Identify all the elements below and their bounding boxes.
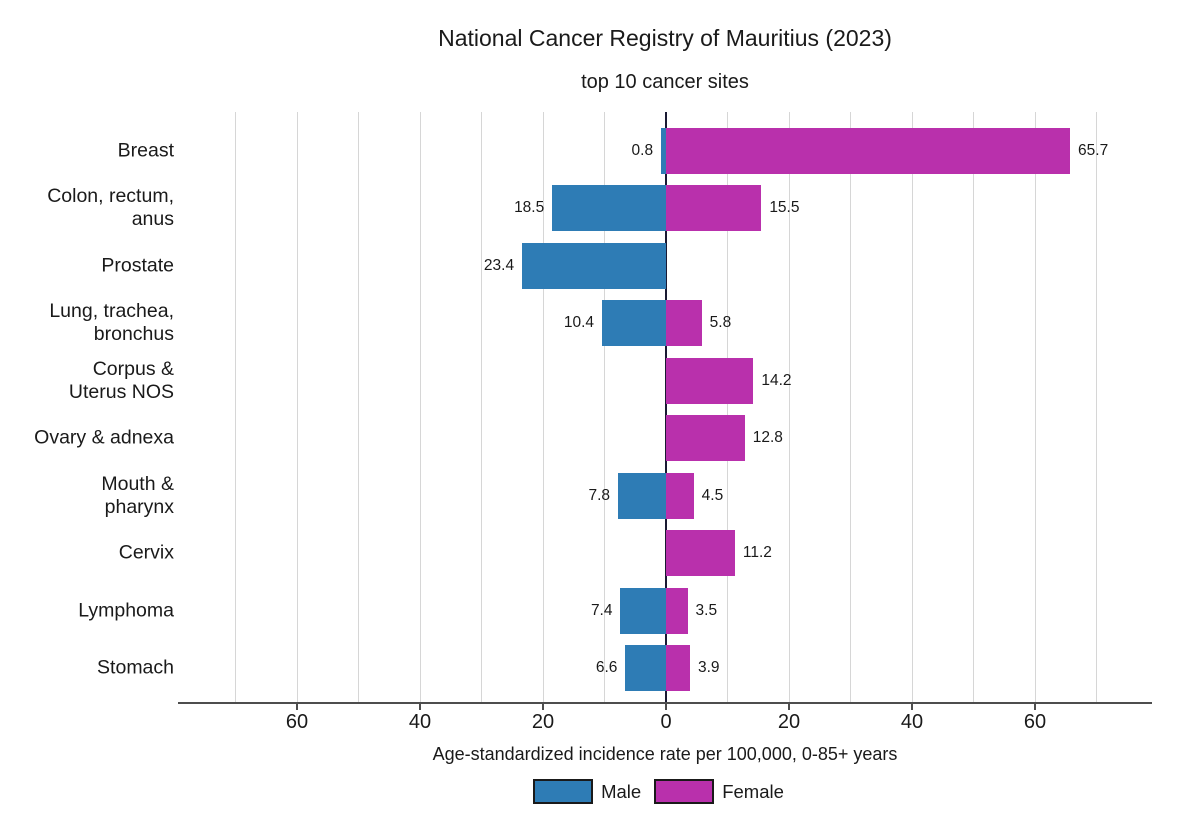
value-label-female: 15.5 xyxy=(769,199,800,217)
gridline xyxy=(727,112,728,703)
tick-mark xyxy=(1034,704,1036,710)
value-label-male: 23.4 xyxy=(483,256,515,274)
gridline xyxy=(296,112,298,703)
legend-label-female: Female xyxy=(722,780,784,802)
tick-label: 20 xyxy=(777,711,801,733)
bar-female xyxy=(666,415,745,462)
bar-male xyxy=(552,185,666,232)
chart-title: National Cancer Registry of Mauritius (2… xyxy=(438,25,892,51)
gridline xyxy=(1096,112,1097,703)
value-label-female: 5.8 xyxy=(709,314,732,332)
gridline xyxy=(419,112,421,703)
tick-mark xyxy=(665,704,667,710)
tick-label: 40 xyxy=(900,711,924,733)
gridline xyxy=(235,112,236,703)
category-label: Ovary & adnexa xyxy=(34,426,174,449)
tick-mark xyxy=(296,704,298,710)
bar-female xyxy=(666,185,762,232)
value-label-female: 3.9 xyxy=(697,659,720,677)
category-label: Corpus & Uterus NOS xyxy=(68,357,174,403)
category-label: Breast xyxy=(117,139,174,162)
value-label-male: 7.4 xyxy=(590,601,613,619)
tick-mark xyxy=(911,704,913,710)
legend: Male Female xyxy=(178,779,1152,804)
chart-subtitle: top 10 cancer sites xyxy=(581,71,749,93)
plot-area: 0.8 65.7 18.5 15.5 23.4 10.4 5.8 14.2 12.8 7.8 4.5… xyxy=(178,112,1152,703)
bar-male xyxy=(625,645,666,692)
tick-mark xyxy=(419,704,421,710)
value-label-female: 14.2 xyxy=(761,371,792,389)
value-label-female: 3.5 xyxy=(695,601,718,619)
category-axis: Breast Colon, rectum, anus Prostate Lung, t… xyxy=(0,112,174,703)
value-label-male: 10.4 xyxy=(563,314,595,332)
gridline xyxy=(911,112,913,703)
tick-label: 0 xyxy=(660,711,672,733)
bar-female xyxy=(666,587,688,634)
bar-male xyxy=(620,587,666,634)
value-label-male: 6.6 xyxy=(595,659,618,677)
gridline xyxy=(788,112,790,703)
zero-line xyxy=(665,112,667,703)
legend-swatch-male xyxy=(533,779,594,804)
tick-label: 60 xyxy=(285,711,309,733)
value-label-female: 11.2 xyxy=(742,544,772,562)
bar-male xyxy=(522,242,666,289)
bar-female xyxy=(666,472,694,519)
tick-label: 40 xyxy=(408,711,432,733)
gridline xyxy=(604,112,605,703)
bar-male xyxy=(602,300,666,347)
bar-male xyxy=(661,127,666,174)
value-label-female: 65.7 xyxy=(1078,141,1109,159)
x-axis-title: Age-standardized incidence rate per 100,… xyxy=(432,744,898,764)
tick-mark xyxy=(788,704,790,710)
value-label-male: 0.8 xyxy=(631,141,654,159)
category-label: Lymphoma xyxy=(78,599,174,622)
bar-female xyxy=(666,127,1071,174)
category-label: Cervix xyxy=(118,541,174,564)
bar-female xyxy=(666,357,754,404)
gridline xyxy=(481,112,482,703)
tick-label: 60 xyxy=(1023,711,1047,733)
category-label: Stomach xyxy=(97,656,174,679)
bar-female xyxy=(666,530,735,577)
value-label-female: 4.5 xyxy=(701,486,724,504)
legend-swatch-female xyxy=(654,779,715,804)
category-label: Mouth & pharynx xyxy=(101,472,174,518)
value-label-male: 18.5 xyxy=(514,199,545,217)
gridline xyxy=(973,112,974,703)
tick-label: 20 xyxy=(531,711,555,733)
value-label-female: 12.8 xyxy=(752,429,783,447)
value-label-male: 7.8 xyxy=(588,486,611,504)
bar-male xyxy=(618,472,666,519)
legend-label-male: Male xyxy=(601,780,642,802)
category-label: Colon, rectum, anus xyxy=(47,185,174,231)
tick-mark xyxy=(542,704,544,710)
gridline xyxy=(542,112,544,703)
bar-female xyxy=(666,645,690,692)
gridline xyxy=(358,112,359,703)
category-label: Lung, trachea, bronchus xyxy=(49,300,174,346)
x-axis-line xyxy=(178,702,1152,704)
gridline xyxy=(850,112,851,703)
bar-female xyxy=(666,300,702,347)
gridline xyxy=(1034,112,1036,703)
category-label: Prostate xyxy=(101,254,174,277)
